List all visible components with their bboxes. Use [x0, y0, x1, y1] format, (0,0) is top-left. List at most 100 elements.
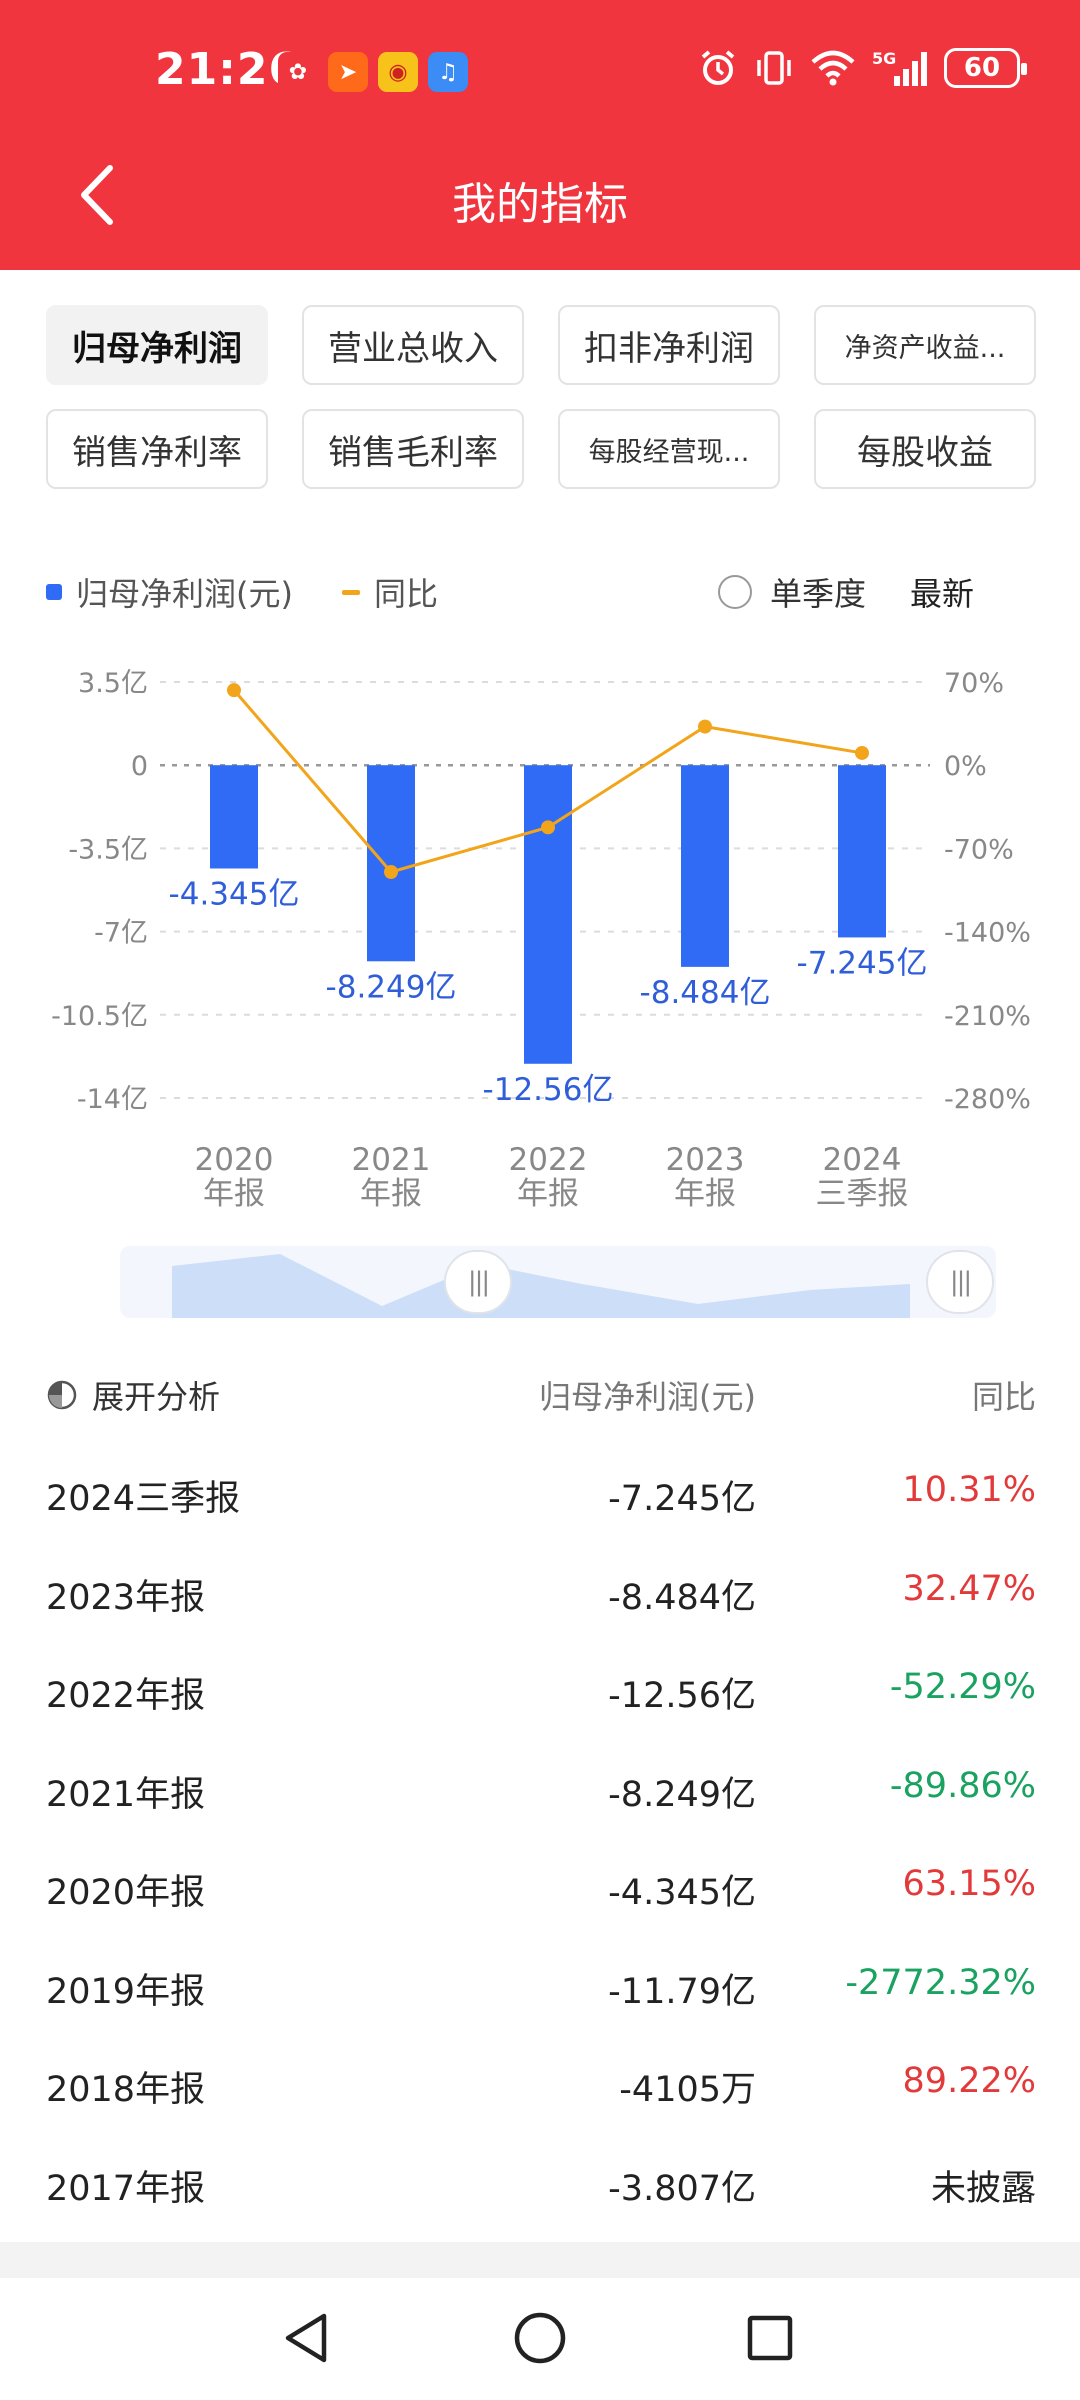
yoy-point [698, 719, 712, 734]
table-row[interactable]: 2023年报 -8.484亿 32.47% [46, 1547, 1036, 1646]
x-tick-label: 年报 [674, 1176, 736, 1212]
x-tick-label: 年报 [203, 1176, 265, 1212]
app-header: 21:26 ✿ ➤ ◉ ♫ 5G [0, 0, 1080, 270]
nav-recents-icon[interactable] [738, 2306, 802, 2370]
slider-preview [172, 1254, 910, 1318]
legend-bar-swatch [46, 584, 62, 600]
nav-back-icon[interactable] [276, 2306, 340, 2370]
row-value: -12.56亿 [608, 1676, 756, 1716]
table-row[interactable]: 2019年报 -11.79亿 -2772.32% [46, 1941, 1036, 2040]
battery-indicator: 60 [944, 48, 1027, 88]
legend-line-label: 同比 [374, 575, 439, 613]
right-y-axis: 70% 0% -70% -140% -210% -280% [944, 668, 1031, 1115]
row-yoy: -2772.32% [845, 1962, 1036, 2003]
bar-data-label: -7.245亿 [797, 945, 928, 981]
notification-icons: ✿ ➤ ◉ ♫ [278, 52, 468, 92]
bar-data-label: -8.249亿 [326, 969, 457, 1005]
row-yoy: 63.15% [902, 1864, 1036, 1904]
x-tick-label: 2020 [195, 1142, 274, 1178]
tab-gross-margin[interactable]: 销售毛利率 [302, 409, 524, 489]
table-row[interactable]: 2017年报 -3.807亿 未披露 [46, 2138, 1036, 2237]
data-table: 2024三季报 -7.245亿 10.31% 2023年报 -8.484亿 32.47% 2… [46, 1448, 1036, 2236]
row-yoy: 32.47% [902, 1568, 1036, 1609]
system-nav-bar [0, 2278, 1080, 2400]
column-header-yoy: 同比 [971, 1378, 1036, 1416]
expand-analysis[interactable]: 展开分析 [46, 1372, 220, 1418]
single-quarter-label: 单季度 [770, 575, 867, 613]
latest-toggle[interactable]: 最新 [909, 575, 974, 613]
right-y-tick-label: 0% [944, 751, 987, 782]
tab-total-revenue[interactable]: 营业总收入 [302, 305, 524, 385]
single-quarter-radio[interactable] [718, 575, 752, 609]
right-y-tick-label: -70% [944, 834, 1014, 865]
row-value: -11.79亿 [608, 1971, 756, 2012]
row-value: -3.807亿 [608, 2168, 756, 2209]
tab-net-profit-margin[interactable]: 销售净利率 [46, 409, 268, 489]
table-row[interactable]: 2020年报 -4.345亿 63.15% [46, 1842, 1036, 1941]
back-arrow-icon[interactable] [70, 160, 130, 230]
right-y-tick-label: 70% [944, 668, 1004, 699]
x-tick-label: 三季报 [816, 1176, 909, 1212]
expand-analysis-label: 展开分析 [92, 1378, 221, 1416]
weibo-notification-icon: ◉ [378, 52, 418, 92]
wifi-icon [811, 50, 855, 86]
row-period: 2022年报 [46, 1676, 206, 1716]
row-yoy: 10.31% [902, 1470, 1036, 1510]
left-y-tick-label: -14亿 [77, 1084, 148, 1115]
row-period: 2021年报 [46, 1774, 206, 1815]
single-quarter-toggle[interactable]: 单季度 [718, 569, 866, 615]
tab-deducted-net-profit[interactable]: 扣非净利润 [558, 305, 780, 385]
x-tick-label: 2022 [509, 1142, 588, 1178]
table-row[interactable]: 2022年报 -12.56亿 -52.29% [46, 1645, 1036, 1744]
table-row[interactable]: 2024三季报 -7.245亿 10.31% [46, 1448, 1036, 1547]
table-row[interactable]: 2018年报 -4105万 89.22% [46, 2039, 1036, 2138]
legend-line-swatch [342, 589, 360, 595]
system-status-icons: 5G 60 [698, 48, 1027, 88]
row-yoy: 89.22% [902, 2061, 1036, 2101]
indicator-tabs: 归母净利润 营业总收入 扣非净利润 净资产收益... 销售净利率 销售毛利率 每… [46, 305, 1036, 489]
row-period: 2017年报 [46, 2168, 206, 2209]
row-period: 2018年报 [46, 2070, 206, 2110]
yoy-point [227, 683, 241, 698]
bar [681, 765, 729, 967]
alarm-icon [701, 50, 735, 85]
row-period: 2020年报 [46, 1873, 206, 1913]
x-tick-label: 2021 [352, 1142, 431, 1178]
row-period: 2023年报 [46, 1577, 206, 1618]
row-value: -8.484亿 [608, 1577, 756, 1618]
chart-range-slider[interactable]: ||| ||| [120, 1246, 996, 1318]
tab-eps[interactable]: 每股收益 [814, 409, 1036, 489]
yoy-point [541, 820, 555, 835]
nav-home-icon[interactable] [508, 2306, 572, 2370]
network-type-label: 5G [872, 49, 896, 68]
tab-roe[interactable]: 净资产收益... [814, 305, 1036, 385]
tab-net-profit-attributable[interactable]: 归母净利润 [46, 305, 268, 385]
x-tick-label: 年报 [360, 1176, 422, 1212]
row-yoy: 未披露 [930, 2168, 1036, 2209]
row-yoy: -52.29% [889, 1667, 1036, 1707]
slider-right-handle[interactable]: ||| [926, 1250, 994, 1314]
left-y-axis: 3.5亿 0 -3.5亿 -7亿 -10.5亿 -14亿 [51, 668, 148, 1115]
table-row[interactable]: 2021年报 -8.249亿 -89.86% [46, 1744, 1036, 1843]
left-y-tick-label: -10.5亿 [51, 1001, 148, 1032]
right-y-tick-label: -140% [944, 918, 1031, 949]
signal-5g-icon: 5G [872, 49, 927, 86]
slider-left-handle[interactable]: ||| [444, 1250, 512, 1314]
tab-operating-cashflow-per-share[interactable]: 每股经营现... [558, 409, 780, 489]
bottom-separator [0, 2242, 1080, 2278]
right-y-tick-label: -280% [944, 1084, 1031, 1115]
bar-data-label: -8.484亿 [640, 975, 771, 1011]
table-header: 展开分析 归母净利润(元) 同比 [46, 1372, 1036, 1422]
app-notification-icon: ✿ [278, 52, 318, 92]
yoy-point [384, 865, 398, 880]
row-value: -7.245亿 [608, 1479, 756, 1519]
message-notification-icon: ➤ [328, 52, 368, 92]
music-notification-icon: ♫ [428, 52, 468, 92]
left-y-tick-label: -7亿 [94, 918, 148, 949]
pie-chart-icon [47, 1380, 77, 1410]
row-value: -4.345亿 [608, 1873, 756, 1913]
x-tick-label: 年报 [517, 1176, 579, 1212]
page-title: 我的指标 [452, 179, 628, 230]
legend-bar-label: 归母净利润(元) [76, 575, 293, 613]
